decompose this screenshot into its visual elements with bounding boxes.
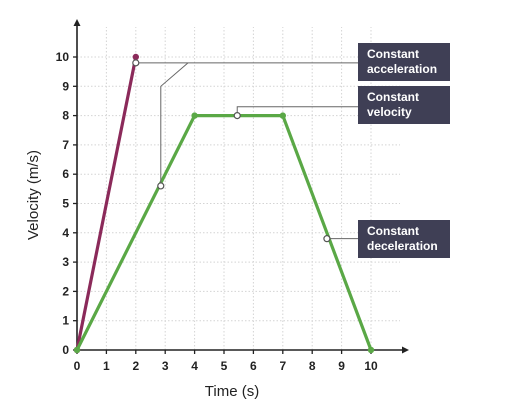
x-tick-label-6: 6: [250, 359, 257, 373]
y-tick-label-2: 2: [62, 284, 69, 298]
x-tick-label-10: 10: [364, 359, 378, 373]
callout-box-0: [358, 43, 450, 81]
series-point-1-2: [279, 112, 286, 119]
series-point-1-1: [191, 112, 198, 119]
callouts: ConstantaccelerationConstantvelocityCons…: [132, 43, 450, 258]
y-axis-title: Velocity (m/s): [25, 150, 42, 240]
y-tick-label-3: 3: [62, 255, 69, 269]
x-tick-label-5: 5: [221, 359, 228, 373]
callout-marker-0-1: [157, 182, 165, 190]
callout-leader-1-0: [236, 106, 358, 116]
grid: [77, 27, 400, 350]
x-axis-arrow-icon: [402, 346, 409, 354]
x-tick-label-8: 8: [309, 359, 316, 373]
callout-label-1-1: velocity: [367, 105, 412, 119]
y-tick-label-1: 1: [62, 314, 69, 328]
x-tick-label-9: 9: [338, 359, 345, 373]
y-tick-label-4: 4: [62, 226, 69, 240]
callout-leader-0-1: [160, 62, 189, 186]
callout-box-1: [358, 86, 450, 124]
series-point-1-3: [367, 346, 375, 354]
x-tick-label-3: 3: [162, 359, 169, 373]
y-tick-label-0: 0: [62, 343, 69, 357]
callout-label-0-1: acceleration: [367, 62, 437, 76]
y-tick-label-9: 9: [62, 79, 69, 93]
series-point-1-0: [73, 346, 81, 354]
y-tick-label-6: 6: [62, 167, 69, 181]
callout-marker-0-0: [132, 59, 140, 67]
y-tick-label-5: 5: [62, 197, 69, 211]
x-tick-label-4: 4: [191, 359, 198, 373]
x-tick-label-0: 0: [74, 359, 81, 373]
x-tick-label-7: 7: [279, 359, 286, 373]
series-point-0-1: [132, 53, 139, 61]
series-line-0: [75, 55, 138, 352]
y-tick-label-10: 10: [56, 50, 70, 64]
callout-label-0-0: Constant: [367, 47, 419, 61]
x-tick-label-1: 1: [103, 359, 110, 373]
callout-box-2: [358, 220, 450, 258]
callout-marker-2-0: [323, 235, 331, 243]
y-tick-label-8: 8: [62, 109, 69, 123]
callout-marker-1-0: [233, 111, 241, 120]
x-tick-label-2: 2: [132, 359, 139, 373]
callout-label-1-0: Constant: [367, 90, 419, 104]
callout-label-2-0: Constant: [367, 224, 419, 238]
callout-label-2-1: deceleration: [367, 239, 438, 253]
axes: 0 1 2 3 4 5 6 7 8 9 10 0 1 2 3 4 5 6 7 8 9 10: [56, 19, 409, 373]
y-tick-label-7: 7: [62, 138, 69, 152]
y-axis-arrow-icon: [73, 19, 81, 26]
x-axis-title: Time (s): [205, 383, 259, 400]
